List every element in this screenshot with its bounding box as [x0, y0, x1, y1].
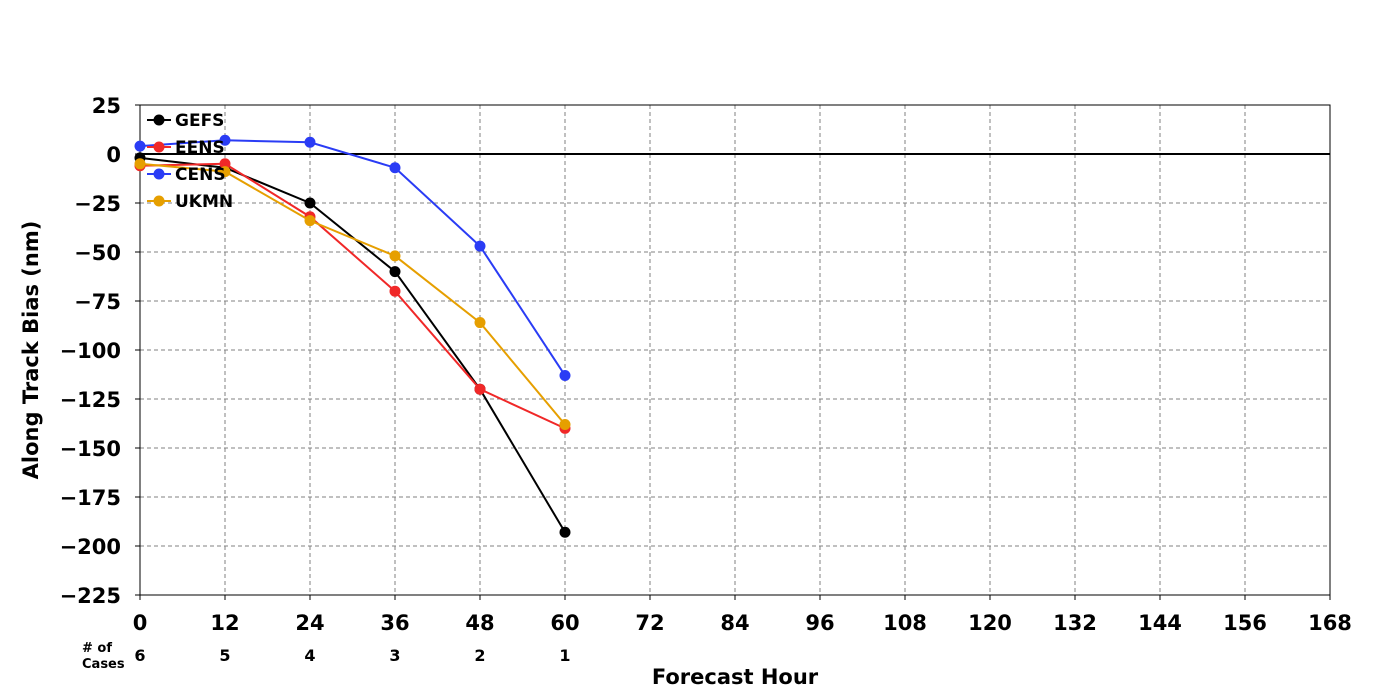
legend: GEFS EENS CENS UKMN	[147, 111, 233, 212]
data-point-ukmn	[304, 215, 316, 227]
data-point-cens	[219, 134, 231, 146]
y-tick-label: −225	[60, 584, 121, 608]
y-axis: 25 0 −25 −50 −75 −100 −125 −150 −175 −200 −225	[60, 94, 140, 608]
data-point-ukmn	[219, 166, 231, 178]
cases-value: 2	[474, 646, 485, 665]
legend-swatch-marker	[153, 141, 165, 153]
legend-swatch-marker	[153, 195, 165, 207]
legend-item-gefs: GEFS	[147, 111, 224, 131]
cases-label-line1: # of	[82, 641, 112, 656]
series-line-cens	[139, 139, 566, 377]
x-tick-label: 72	[635, 611, 664, 635]
data-point-cens	[389, 162, 401, 174]
y-tick-label: −75	[74, 290, 121, 314]
x-tick-label: 24	[295, 611, 324, 635]
legend-label: UKMN	[175, 192, 233, 212]
x-tick-label: 132	[1053, 611, 1097, 635]
series-ukmn	[134, 158, 571, 430]
y-axis-title: Along Track Bias (nm)	[19, 221, 43, 480]
x-axis-title: Forecast Hour	[652, 665, 819, 689]
y-tick-label: −50	[74, 241, 121, 265]
cases-value: 3	[389, 646, 400, 665]
x-tick-label: 60	[550, 611, 579, 635]
data-point-ukmn	[474, 317, 486, 329]
x-tick-label: 48	[465, 611, 494, 635]
cases-value: 5	[219, 646, 230, 665]
x-tick-label: 144	[1138, 611, 1182, 635]
data-point-ukmn	[134, 158, 146, 170]
legend-swatch-marker	[153, 114, 165, 126]
data-point-cens	[559, 369, 571, 381]
legend-label: EENS	[175, 138, 225, 158]
y-tick-label: −200	[60, 535, 121, 559]
x-tick-label: 0	[133, 611, 148, 635]
series-line-gefs	[139, 156, 566, 533]
series-line-eens	[139, 162, 566, 430]
series	[134, 134, 571, 538]
data-point-gefs	[304, 197, 316, 209]
cases-value: 4	[304, 646, 315, 665]
cases-row: # of Cases 6 5 4 3 2 1	[82, 641, 571, 672]
legend-item-eens: EENS	[147, 138, 225, 158]
data-point-ukmn	[559, 418, 571, 430]
grid	[140, 105, 1330, 595]
y-tick-label: 25	[92, 94, 121, 118]
cases-value: 6	[134, 646, 145, 665]
x-tick-label: 84	[720, 611, 749, 635]
series-line-ukmn	[139, 162, 566, 426]
y-tick-label: 0	[106, 143, 121, 167]
data-point-gefs	[559, 526, 571, 538]
cases-label-line2: Cases	[82, 657, 125, 672]
x-tick-label: 96	[805, 611, 834, 635]
data-point-ukmn	[389, 250, 401, 262]
data-point-cens	[474, 240, 486, 252]
x-tick-label: 36	[380, 611, 409, 635]
legend-label: GEFS	[175, 111, 224, 131]
data-point-eens	[389, 285, 401, 297]
x-tick-label: 108	[883, 611, 927, 635]
x-axis: 0 12 24 36 48 60 72 84 96 108 120 132 144 156 168	[133, 595, 1352, 635]
data-point-cens	[304, 136, 316, 148]
x-tick-label: 120	[968, 611, 1012, 635]
y-tick-label: −25	[74, 192, 121, 216]
data-point-gefs	[389, 266, 401, 278]
legend-swatch-marker	[153, 168, 165, 180]
legend-item-cens: CENS	[147, 165, 226, 185]
cases-value: 1	[559, 646, 570, 665]
x-tick-label: 156	[1223, 611, 1267, 635]
data-point-cens	[134, 140, 146, 152]
y-tick-label: −150	[60, 437, 121, 461]
x-tick-label: 168	[1308, 611, 1352, 635]
data-point-eens	[219, 158, 231, 170]
series-eens	[134, 158, 571, 434]
data-point-eens	[474, 383, 486, 395]
legend-label: CENS	[175, 165, 226, 185]
y-tick-label: −175	[60, 486, 121, 510]
y-tick-label: −100	[60, 339, 121, 363]
series-cens	[134, 134, 571, 381]
legend-item-ukmn: UKMN	[147, 192, 233, 212]
y-tick-label: −125	[60, 388, 121, 412]
x-tick-label: 12	[210, 611, 239, 635]
